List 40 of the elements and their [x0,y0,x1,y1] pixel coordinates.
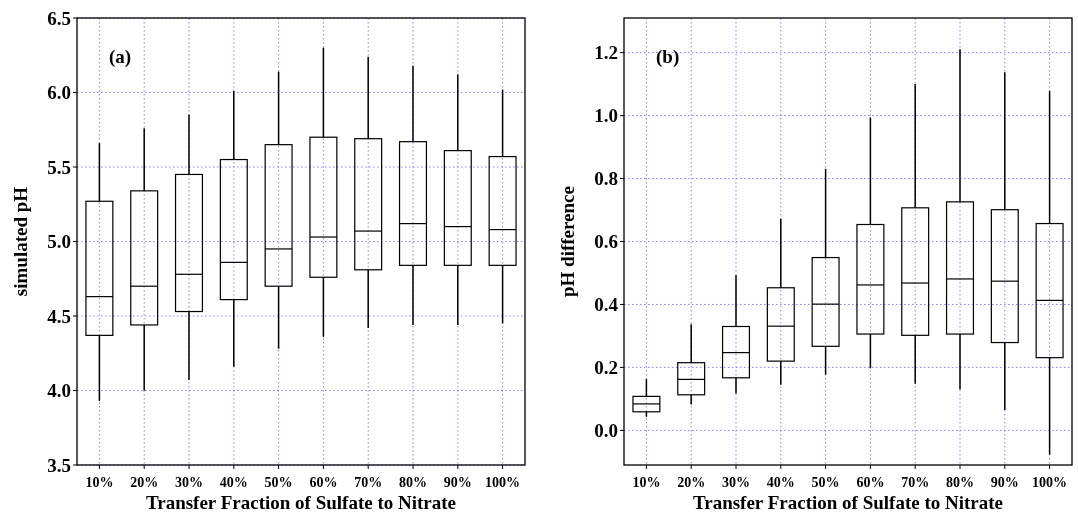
annotation: (b) [656,46,680,68]
x-tick-label: 10% [632,475,661,490]
y-tick-label: 5.5 [47,156,71,178]
y-tick-label: 3.5 [47,454,71,476]
x-tick-label: 40% [219,475,248,490]
x-tick-label: 70% [901,475,930,490]
y-tick-label: 1.2 [594,42,618,64]
x-tick-label: 70% [354,475,383,490]
x-tick-label: 50% [811,475,840,490]
y-tick-label: 5.0 [47,231,71,253]
x-tick-label: 90% [443,475,472,490]
y-tick-label: 6.5 [47,7,71,29]
y-tick-label: 0.8 [594,168,618,190]
y-axis-title: pH difference [557,186,578,297]
x-tick-label: 80% [946,475,974,490]
x-axis-title: Transfer Fraction of Sulfate to Nitrate [692,492,1004,513]
x-tick-label: 60% [856,475,885,490]
annotation: (a) [109,46,132,68]
x-tick-label: 30% [175,475,203,490]
y-axis-title: simulated pH [10,186,31,297]
y-tick-label: 0.6 [594,231,618,253]
x-tick-label: 60% [309,475,338,490]
x-tick-label: 30% [722,475,750,490]
x-tick-label: 80% [399,475,427,490]
x-tick-label: 90% [990,475,1019,490]
x-tick-label: 20% [677,475,706,490]
x-tick-label: 20% [130,475,159,490]
y-tick-label: 4.5 [47,305,71,327]
y-tick-label: 0.2 [594,357,618,379]
y-tick-label: 4.0 [47,380,71,402]
y-tick-label: 6.0 [47,82,71,104]
x-tick-label: 10% [85,475,114,490]
x-axis-title: Transfer Fraction of Sulfate to Nitrate [145,492,457,513]
x-tick-label: 50% [264,475,293,490]
x-tick-label: 100% [485,475,521,490]
x-tick-label: 40% [766,475,795,490]
x-tick-label: 100% [1032,475,1068,490]
y-tick-label: 0.0 [594,420,618,442]
y-tick-label: 0.4 [594,294,619,316]
y-tick-label: 1.0 [594,105,618,127]
